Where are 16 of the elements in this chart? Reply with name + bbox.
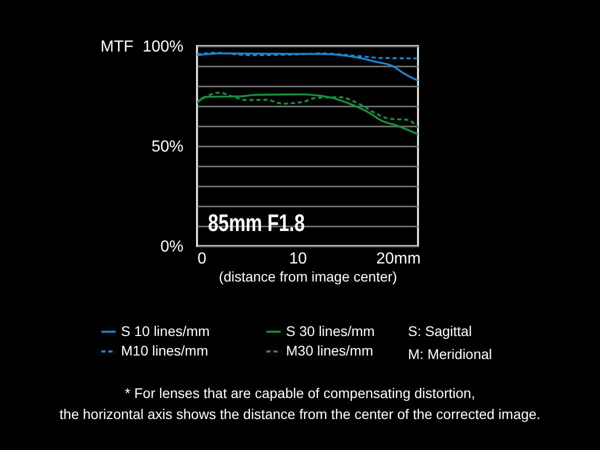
x-tick-label: 10 <box>289 250 307 268</box>
text: M: Meridional <box>408 346 492 362</box>
x-axis-title: (distance from image center) <box>218 268 398 284</box>
annotation: 85mm F1.8 <box>208 210 305 238</box>
x-tick-label: 0 <box>198 250 206 268</box>
x-tick-label: 20mm <box>376 250 421 268</box>
legend-label: S 30 lines/mm <box>286 322 375 339</box>
y-axis-title: MTF <box>100 38 134 56</box>
y-tick-label: 50% <box>151 138 184 156</box>
y-tick-label: 0% <box>160 238 184 256</box>
text: S: Sagittal <box>408 323 472 339</box>
legend-label: M30 lines/mm <box>286 342 374 358</box>
text: * For lenses that are capable of compensating distortion, the horizontal axis shows the distance from the center of the corrected image. <box>58 384 542 424</box>
legend-label: S 10 lines/mm <box>121 322 210 339</box>
legend-label: M10 lines/mm <box>121 342 208 358</box>
y-tick-label: 100% <box>142 38 184 56</box>
